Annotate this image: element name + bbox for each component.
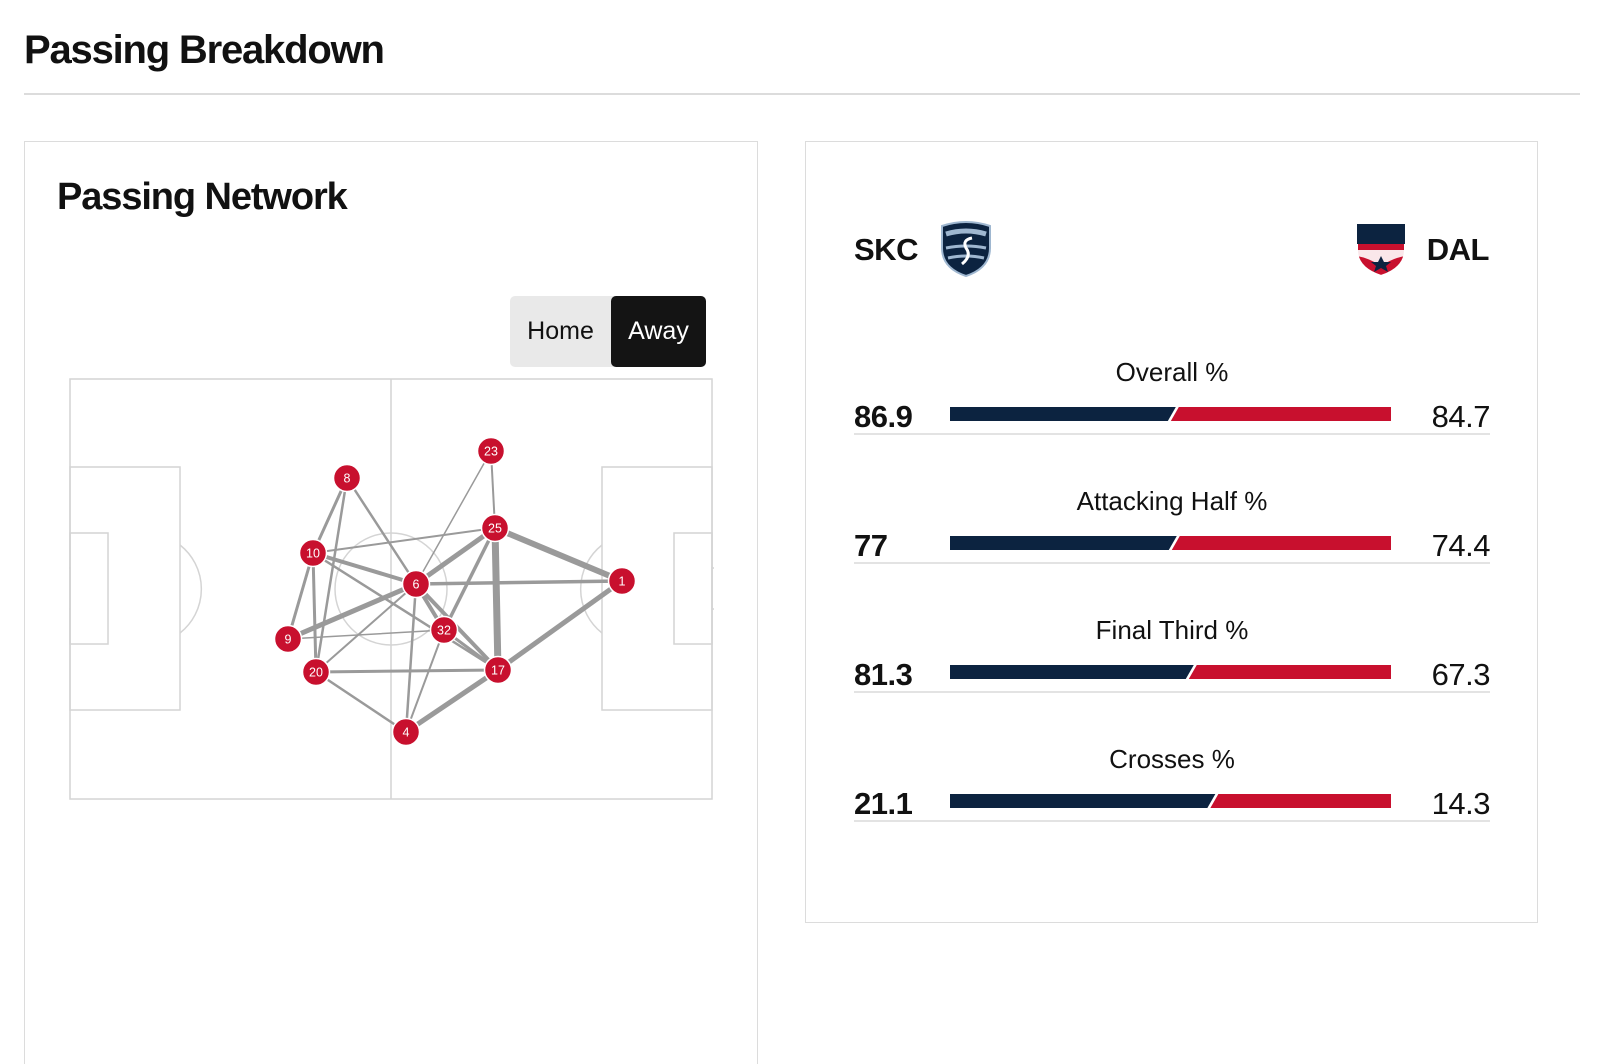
player-node-17[interactable]: 17 — [483, 655, 513, 685]
player-node-circle[interactable] — [476, 436, 506, 466]
player-node-6[interactable]: 6 — [401, 569, 431, 599]
stat-away-value: 14.3 — [1431, 786, 1491, 821]
home-share-bar — [950, 536, 1177, 550]
pass-link-25-17 — [491, 524, 502, 674]
away-share-bar — [1171, 536, 1391, 550]
pass-link-20-4 — [314, 670, 408, 734]
page-title: Passing Breakdown — [24, 28, 385, 72]
player-number-label: 4 — [403, 726, 410, 740]
player-node-4[interactable]: 4 — [391, 717, 421, 747]
stat-home-value: 86.9 — [854, 399, 913, 434]
pass-link-4-6 — [404, 582, 418, 734]
passing-network-title: Passing Network — [57, 176, 348, 218]
pass-link-9-32 — [287, 629, 445, 640]
pass-link-4-17 — [403, 667, 501, 735]
stat-row-overall: Overall % 86.9 84.7 — [854, 306, 1491, 435]
player-node-circle[interactable] — [429, 615, 459, 645]
pass-link-25-1 — [492, 525, 625, 584]
passing-network-card: Passing Network Home Away 8 23 25 10 6 1 32 9 20… — [24, 141, 758, 1064]
player-node-23[interactable]: 23 — [476, 436, 506, 466]
pass-link-10-6 — [311, 551, 418, 586]
pass-link-6-1 — [414, 579, 624, 586]
pass-link-6-25 — [413, 525, 498, 587]
passing-network-nodes: 8 23 25 10 6 1 32 9 20 17 4 — [273, 436, 637, 747]
player-node-circle[interactable] — [391, 717, 421, 747]
pass-link-10-25 — [312, 527, 496, 554]
home-share-bar — [950, 794, 1216, 808]
player-number-label: 1 — [619, 575, 626, 589]
stat-comparison-bar — [950, 794, 1391, 808]
home-away-toggle[interactable]: Home Away — [510, 296, 706, 367]
pass-link-10-20 — [311, 551, 318, 674]
stat-label: Attacking Half % — [1076, 486, 1268, 516]
player-node-25[interactable]: 25 — [480, 513, 510, 543]
stat-comparison-bar — [950, 536, 1391, 550]
stat-home-value: 81.3 — [854, 657, 913, 692]
player-node-9[interactable]: 9 — [273, 624, 303, 654]
stat-away-value: 84.7 — [1431, 399, 1491, 434]
stat-label: Final Third % — [1095, 615, 1249, 645]
home-share-bar — [950, 407, 1176, 421]
pass-link-9-6 — [285, 581, 419, 642]
team-comparison-card: SKC DAL Overall % 86.9 84.7 Attacking Ha… — [805, 141, 1538, 923]
player-node-circle[interactable] — [483, 655, 513, 685]
player-number-label: 32 — [437, 624, 451, 638]
player-node-circle[interactable] — [401, 569, 431, 599]
stat-away-value: 67.3 — [1431, 657, 1491, 692]
player-number-label: 6 — [413, 578, 420, 592]
toggle-away-button[interactable]: Away — [611, 296, 706, 367]
stat-comparison-bar — [950, 407, 1391, 421]
passing-network-edges — [285, 450, 625, 735]
stat-comparison-bar — [950, 665, 1391, 679]
pass-link-8-20 — [314, 476, 349, 674]
fc-dallas-crest-icon — [1356, 223, 1406, 278]
stat-away-value: 74.4 — [1431, 528, 1491, 563]
pass-link-17-1 — [495, 578, 625, 673]
stat-row-final-third: Final Third % 81.3 67.3 — [854, 564, 1491, 693]
pitch-markings — [69, 378, 714, 800]
player-node-circle[interactable] — [607, 566, 637, 596]
player-node-circle[interactable] — [298, 538, 328, 568]
pass-link-4-32 — [405, 629, 445, 733]
player-number-label: 17 — [491, 664, 505, 678]
pass-link-8-6 — [345, 476, 418, 586]
player-number-label: 8 — [344, 472, 351, 486]
player-node-20[interactable]: 20 — [301, 657, 331, 687]
sporting-kc-crest-icon — [941, 221, 991, 278]
player-node-circle[interactable] — [301, 657, 331, 687]
player-number-label: 25 — [488, 522, 502, 536]
pass-link-10-17 — [311, 551, 500, 672]
away-team-code: DAL — [1426, 232, 1490, 267]
player-node-32[interactable]: 32 — [429, 615, 459, 645]
stat-home-value: 77 — [854, 528, 888, 563]
stat-row-attacking-half: Attacking Half % 77 74.4 — [854, 435, 1491, 564]
player-number-label: 20 — [309, 666, 323, 680]
player-node-10[interactable]: 10 — [298, 538, 328, 568]
stat-label: Crosses % — [1109, 744, 1235, 774]
player-number-label: 23 — [484, 445, 498, 459]
stat-home-value: 21.1 — [854, 786, 913, 821]
player-node-1[interactable]: 1 — [607, 566, 637, 596]
player-number-label: 9 — [285, 633, 292, 647]
player-node-circle[interactable] — [332, 463, 362, 493]
pass-link-20-17 — [314, 668, 500, 674]
away-share-bar — [1210, 794, 1391, 808]
stat-row-crosses: Crosses % 21.1 14.3 — [854, 693, 1491, 822]
home-share-bar — [950, 665, 1194, 679]
passing-network-pitch: 8 23 25 10 6 1 32 9 20 17 4 — [69, 378, 714, 800]
player-node-circle[interactable] — [273, 624, 303, 654]
player-node-circle[interactable] — [480, 513, 510, 543]
pass-link-20-6 — [315, 583, 417, 673]
player-number-label: 10 — [306, 547, 320, 561]
pass-link-10-9 — [286, 551, 315, 641]
away-share-bar — [1170, 407, 1391, 421]
pass-link-32-25 — [442, 526, 497, 632]
pass-link-23-6 — [415, 450, 492, 585]
home-team-code: SKC — [854, 232, 918, 267]
toggle-home-button[interactable]: Home — [527, 317, 594, 345]
stat-label: Overall % — [1115, 357, 1229, 387]
title-divider — [24, 93, 1580, 95]
player-node-8[interactable]: 8 — [332, 463, 362, 493]
away-share-bar — [1188, 665, 1391, 679]
